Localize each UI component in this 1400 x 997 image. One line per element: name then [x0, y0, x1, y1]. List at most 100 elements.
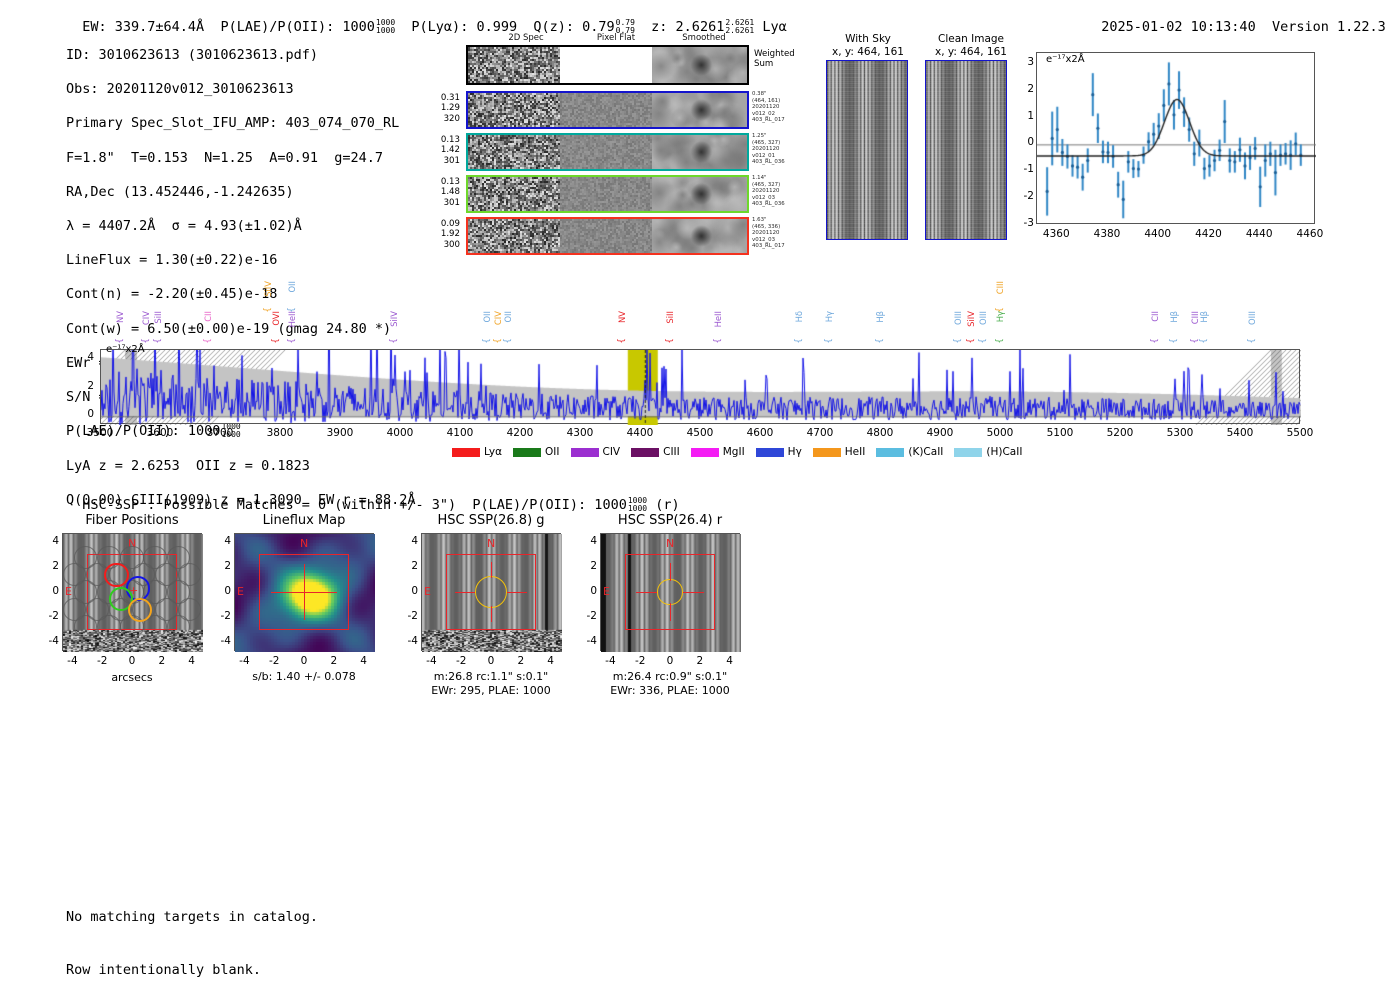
header-timestamp-version: 2025-01-02 10:13:40 Version 1.22.3: [1085, 3, 1386, 35]
hsc-ssp-match-line: HSC-SSP : Possible Matches = 0 (within +…: [82, 496, 680, 514]
fiber-circle: [74, 545, 98, 569]
spectrum-xtick: 4500: [686, 427, 714, 439]
legend-swatch: [513, 447, 542, 457]
header-z-fraction: 2.6261 2.6261: [725, 18, 755, 36]
emission-line-label-nv: NV: [114, 311, 125, 323]
panel-xtick-3: 2: [696, 655, 704, 667]
emission-line-label-siiv: SiIV: [263, 281, 273, 297]
spectrum-xtick: 4600: [746, 427, 774, 439]
emission-line-brace: {: [1199, 338, 1209, 344]
panel-title-2: HSC SSP(26.8) g: [437, 513, 545, 528]
legend-label: CIV: [602, 446, 621, 458]
crosshair-horizontal-2-0: [455, 592, 475, 594]
panel-xtick-2: -4: [426, 655, 437, 667]
panel-xtick-2: 2: [517, 655, 525, 667]
fiber-circle: [155, 563, 179, 587]
legend-label: Hγ: [787, 446, 802, 458]
panel-caption-1: s/b: 1.40 +/- 0.078: [252, 670, 356, 683]
info-line-primary-spec: Primary Spec_Slot_IFU_AMP: 403_074_070_R…: [66, 115, 400, 132]
emission-line-brace: {: [966, 338, 977, 344]
hsc-plae-fraction: 1000 1000: [627, 496, 648, 514]
fiber-circle: [143, 545, 167, 569]
panel-ytick-3: 0: [590, 585, 597, 597]
emission-line-brace: {: [713, 338, 723, 344]
emission-line-brace: {: [492, 338, 503, 344]
spectrum-xtick: 5200: [1106, 427, 1134, 439]
emission-line-label-hβ: Hβ: [1169, 311, 1179, 323]
line-fit-plot: [1036, 52, 1316, 225]
emission-line-brace: {: [1169, 338, 1179, 344]
legend-item-hγ: Hγ: [755, 446, 802, 458]
fiber-circle: [178, 597, 202, 621]
emission-line-label-oiii: OIII: [953, 311, 963, 326]
panel-east-label-1: E: [237, 585, 244, 598]
legend-label: CIII: [663, 446, 680, 458]
emission-line-label-oiii: OIII: [978, 311, 989, 326]
emission-line-brace: {: [270, 338, 281, 344]
crosshair-vertical-2-1: [491, 605, 493, 623]
panel-red-aperture-box-2: [446, 554, 536, 630]
fitplot-ytick: -1: [1023, 163, 1034, 176]
spec2d-row-4-left-stats: 0.09 1.92 300: [440, 219, 460, 250]
legend-item-lyα: Lyα: [452, 446, 502, 458]
panel-ytick-1: 2: [224, 559, 231, 572]
info-line-seeing: F=1.8" T=0.153 N=1.25 A=0.91 g=24.7: [66, 149, 383, 166]
spec2d-row-3-left-stats: 0.13 1.48 301: [440, 177, 460, 208]
legend-label: MgII: [722, 446, 745, 458]
fiber-circle-highlight-3: [127, 597, 153, 623]
panel-east-label-0: E: [65, 585, 72, 598]
panel-xtick-3: 0: [666, 655, 674, 667]
panel-title-3: HSC SSP(26.4) r: [617, 513, 723, 528]
emission-line-brace: {: [263, 307, 273, 313]
emission-line-brace: {: [114, 338, 125, 344]
emission-line-label-civ: CIV: [141, 311, 152, 326]
header-summary-line: EW: 339.7±64.4Å P(LAE)/P(OII): 1000 1000 1…: [66, 3, 787, 35]
cutout-with-sky-image: [826, 60, 908, 240]
detection-info-block: ID: 3010623613 (3010623613.pdf) Obs: 202…: [66, 30, 416, 526]
panel-north-label-2: N: [487, 537, 496, 550]
emission-line-brace: {: [617, 338, 627, 344]
panel-xtick-0: 2: [158, 655, 166, 667]
cutout-clean-image-image: [925, 60, 1007, 240]
legend-swatch: [876, 447, 905, 457]
header-plya: P(Lyα): 0.999: [411, 19, 518, 36]
header-qz-fraction: 0.79 0.79: [615, 18, 635, 36]
header-datetime: 2025-01-02 10:13:40: [1101, 19, 1256, 35]
emission-line-label-heii: HeII: [713, 311, 723, 328]
spectrum-xtick: 3700: [206, 427, 234, 439]
legend-swatch: [631, 447, 660, 457]
spectrum-xtick: 3600: [146, 427, 174, 439]
spectrum-flux-annotation: e⁻¹⁷x2Å: [106, 344, 145, 355]
cutout-clean-image-title: Clean Image x, y: 464, 161: [916, 33, 1026, 58]
panel-title-0: Fiber Positions: [85, 513, 179, 528]
panel-north-label-0: N: [128, 537, 137, 550]
panel-xtick-0: -4: [67, 655, 78, 667]
fitplot-xtick: 4440: [1245, 228, 1273, 240]
panel-ytick-2: 4: [411, 534, 418, 547]
fiber-circle: [143, 615, 167, 639]
fitplot-ytick: 0: [1027, 136, 1034, 149]
emission-line-label-oiii: OIII: [1247, 311, 1257, 326]
hsc-filter-tail: (r): [655, 497, 680, 514]
info-plae-fraction: 1000 1000: [221, 422, 241, 440]
legend-label: HeII: [844, 446, 866, 458]
emission-line-brace: {: [482, 338, 492, 344]
spec2d-col-title-pixelflat: Pixel Flat: [596, 33, 636, 43]
panel-title-1: Lineflux Map: [262, 513, 346, 528]
emission-line-label-cii: CII: [203, 311, 213, 322]
spectrum-ytick: 2: [87, 379, 94, 392]
emission-line-label-oii: OII: [287, 281, 297, 293]
emission-line-brace: {: [503, 338, 513, 344]
panel-xtick-0: -2: [96, 655, 108, 667]
emission-line-label-siiv: SiIV: [966, 311, 977, 327]
spectrum-xtick: 5300: [1166, 427, 1194, 439]
spectrum-ytick: 4: [87, 350, 94, 363]
spec2d-row-summary: [466, 45, 749, 85]
panel-xlabel-0: arcsecs: [111, 671, 153, 684]
fiber-circle: [120, 545, 144, 569]
fitplot-ytick: -2: [1023, 190, 1034, 203]
emission-line-label-oii: OII: [482, 311, 492, 323]
emission-line-label-siii: SiII: [665, 311, 675, 324]
emission-line-brace: {: [203, 338, 213, 344]
info-line-radec: RA,Dec (13.452446,-1.242635): [66, 183, 294, 200]
